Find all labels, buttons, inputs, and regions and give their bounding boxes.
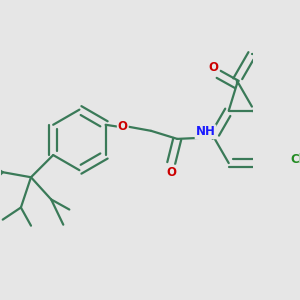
Text: O: O bbox=[208, 61, 219, 74]
Text: NH: NH bbox=[196, 125, 215, 138]
Text: O: O bbox=[166, 166, 176, 179]
Text: O: O bbox=[118, 120, 128, 133]
Text: Cl: Cl bbox=[290, 153, 300, 166]
